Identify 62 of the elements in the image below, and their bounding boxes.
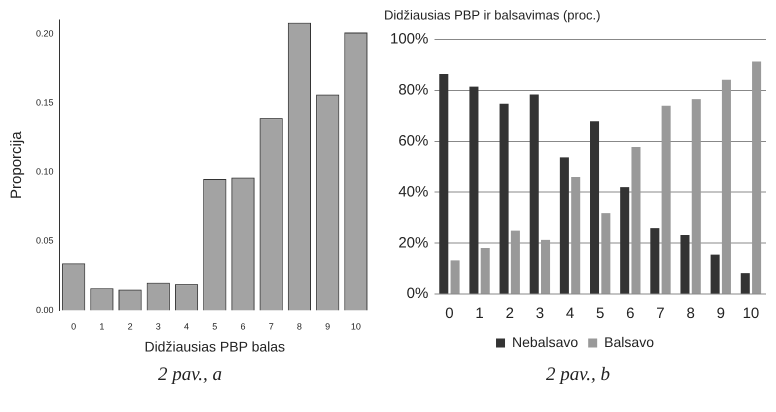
x-tick-label: 6 [240,321,246,332]
x-tick-label: 0 [71,321,76,332]
legend-label: Balsavo [604,334,654,350]
legend-label: Nebalsavo [512,334,578,350]
y-tick-label: 0.05 [36,236,54,246]
bar [620,187,630,294]
x-tick-label: 10 [742,305,760,322]
x-tick-label: 7 [268,321,274,332]
x-tick-label: 0 [445,305,454,322]
y-tick-label: 0.20 [36,28,54,38]
bar [631,146,641,294]
bar [571,176,580,294]
bar [480,248,490,294]
y-tick-label: 0.15 [36,97,54,108]
x-tick-label: 2 [506,305,514,322]
x-tick-label: 9 [716,305,725,322]
x-tick-label: 2 [128,321,133,332]
y-tick-label: 60% [398,132,428,150]
bar [450,260,460,294]
bar [692,99,701,294]
bar [510,230,520,294]
x-tick-label: 1 [99,321,104,332]
y-tick-label: 100% [390,30,428,48]
bar [710,254,720,294]
text: 2 pav., b [544,364,612,386]
x-tick-label: 3 [536,305,544,322]
bar [650,228,660,294]
x-tick-label: 9 [325,321,330,332]
bar [500,104,509,294]
x-tick-label: 1 [475,305,484,322]
x-tick-label: 7 [656,305,665,322]
bar [530,94,539,294]
x-tick-label: 5 [596,305,604,322]
bar [469,86,478,294]
bar [560,157,569,294]
bar [680,234,690,294]
y-tick-label: 0.00 [36,304,54,315]
y-tick-label: 20% [398,234,428,252]
bar [662,106,671,294]
x-axis-title: Didžiausias PBP balas [144,338,286,354]
y-tick-label: 80% [398,82,428,99]
bar [590,121,600,294]
bar [752,61,762,294]
y-tick-label: 0% [406,285,428,302]
bar [740,273,750,294]
bar [601,213,610,294]
text: 2 pav., a [156,364,224,386]
chart-title: Didžiausias PBP ir balsavimas (proc.) [384,7,600,22]
x-tick-label: 8 [686,305,695,322]
x-tick-label: 10 [350,321,361,332]
bar [439,74,448,294]
x-tick-label: 5 [212,321,218,332]
bar [722,80,731,294]
x-tick-label: 8 [296,321,302,332]
y-axis-title: Proporcija [8,130,26,199]
x-tick-label: 6 [626,305,635,322]
bar [541,240,550,294]
y-tick-label: 0.10 [36,166,54,177]
x-tick-label: 3 [156,321,161,332]
x-tick-label: 4 [566,305,574,322]
x-tick-label: 4 [184,321,190,332]
y-tick-label: 40% [398,183,428,200]
